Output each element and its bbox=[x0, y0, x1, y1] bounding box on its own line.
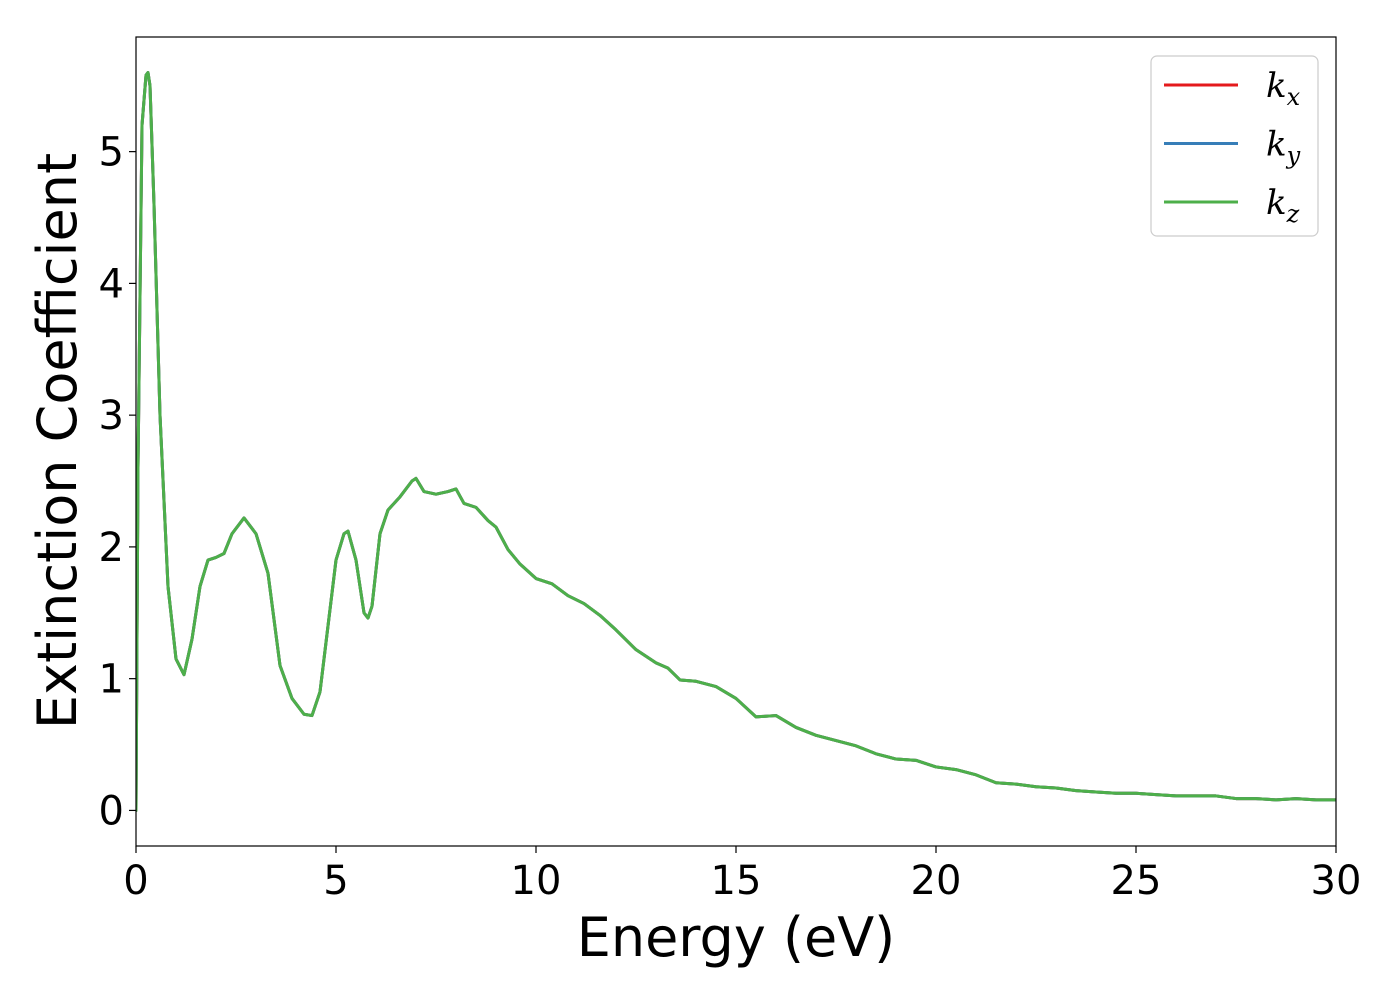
legend-item-ky: ky bbox=[1164, 125, 1301, 170]
x-tick-label: 10 bbox=[511, 858, 562, 904]
x-axis: 0 5 10 15 20 25 30 bbox=[123, 846, 1361, 904]
y-axis: 0 1 2 3 4 5 bbox=[99, 130, 136, 834]
x-axis-title: Energy (eV) bbox=[577, 906, 896, 969]
legend-item-kx: kx bbox=[1164, 66, 1301, 111]
y-axis-title: Extinction Coefficient bbox=[26, 153, 89, 729]
x-tick-label: 25 bbox=[1111, 858, 1162, 904]
y-tick-label: 3 bbox=[99, 393, 124, 439]
x-tick-label: 0 bbox=[123, 858, 148, 904]
legend-item-kz: kz bbox=[1164, 183, 1300, 228]
legend-label: ky bbox=[1266, 125, 1301, 170]
legend-box bbox=[1150, 55, 1319, 237]
x-tick-label: 30 bbox=[1311, 858, 1362, 904]
series-lines bbox=[136, 71, 1336, 812]
y-tick-label: 4 bbox=[99, 261, 124, 307]
x-tick-label: 20 bbox=[911, 858, 962, 904]
y-tick-label: 2 bbox=[99, 525, 124, 571]
y-tick-label: 1 bbox=[99, 657, 124, 703]
x-tick-label: 15 bbox=[711, 858, 762, 904]
plot-area bbox=[135, 36, 1337, 847]
x-tick-label: 5 bbox=[323, 858, 348, 904]
y-tick-label: 5 bbox=[99, 130, 124, 176]
legend-label: kz bbox=[1266, 183, 1300, 228]
y-tick-label: 0 bbox=[99, 788, 124, 834]
legend-label: kx bbox=[1266, 66, 1301, 111]
legend: kx ky kz bbox=[1150, 55, 1319, 237]
series-line-kz bbox=[136, 71, 1336, 812]
